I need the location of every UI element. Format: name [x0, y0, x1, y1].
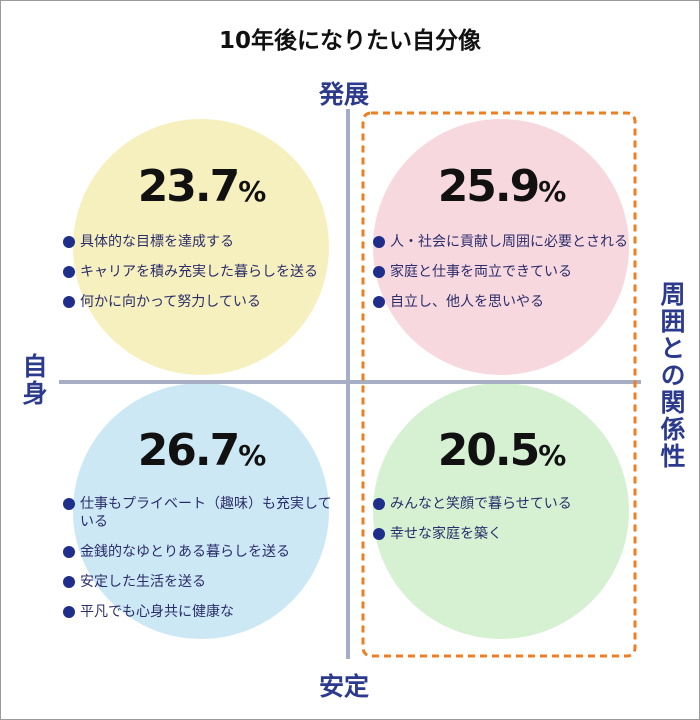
- circle: [373, 383, 629, 639]
- percent-value: 25.9: [437, 161, 541, 212]
- percent: 20.5%: [371, 425, 631, 476]
- bullet-item: みんなと笑顔で暮らせている: [373, 495, 648, 513]
- bullet-item: 家庭と仕事を両立できている: [373, 263, 648, 281]
- bullet-item: 具体的な目標を達成する: [63, 233, 338, 251]
- axis-label: 自身: [19, 353, 48, 407]
- bullet-item: 金銭的なゆとりある暮らしを送る: [63, 543, 338, 561]
- highlight-box: [361, 111, 637, 658]
- bullet-item: 平凡でも心身共に健康な: [63, 603, 338, 621]
- bullet-item: キャリアを積み充実した暮らしを送る: [63, 263, 338, 281]
- bullet-item: 自立し、他人を思いやる: [373, 293, 648, 311]
- percent-value: 26.7: [137, 425, 241, 476]
- bullet-list: 仕事もプライベート（趣味）も充実している金銭的なゆとりある暮らしを送る 安定した生…: [63, 495, 338, 633]
- percent: 26.7%: [71, 425, 331, 476]
- percent: 25.9%: [371, 161, 631, 212]
- bullet-item: 安定した生活を送る: [63, 573, 338, 591]
- percent-unit: %: [538, 439, 566, 472]
- bullet-item: 仕事もプライベート（趣味）も充実している: [63, 495, 338, 531]
- percent-unit: %: [238, 175, 266, 208]
- bullet-list: 具体的な目標を達成する キャリアを積み充実した暮らしを送る 何かに向かって努力してい…: [63, 233, 338, 323]
- bullet-item: 幸せな家庭を築く: [373, 525, 648, 543]
- axis-label: 発展: [319, 80, 370, 109]
- circle: [73, 119, 329, 375]
- bullet-list: みんなと笑顔で暮らせている 幸せな家庭を築く: [373, 495, 648, 555]
- circle: [73, 383, 329, 639]
- percent-value: 23.7: [137, 161, 241, 212]
- axis-label: 安定: [319, 672, 370, 701]
- title: 10年後になりたい自分像: [218, 28, 481, 54]
- bullet-list: 人・社会に貢献し周囲に必要とされる 家庭と仕事を両立できている 自立し、他人を思いや…: [373, 233, 648, 323]
- circle: [373, 119, 629, 375]
- bullet-item: 人・社会に貢献し周囲に必要とされる: [373, 233, 648, 251]
- axis-label: 周囲との関係性: [657, 281, 686, 470]
- percent-unit: %: [238, 439, 266, 472]
- bullet-item: 何かに向かって努力している: [63, 293, 338, 311]
- percent: 23.7%: [71, 161, 331, 212]
- percent-unit: %: [538, 175, 566, 208]
- percent-value: 20.5: [437, 425, 541, 476]
